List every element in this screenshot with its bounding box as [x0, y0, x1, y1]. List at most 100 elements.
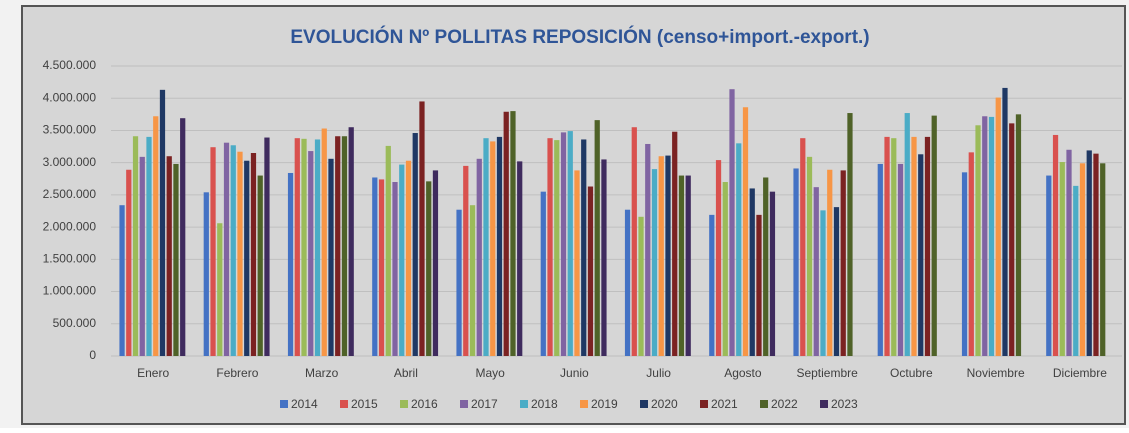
bar [540, 191, 546, 356]
legend-label: 2018 [531, 397, 558, 411]
x-tick-label: Noviembre [967, 366, 1025, 380]
legend-swatch [400, 400, 408, 408]
bar [426, 181, 432, 356]
bar [601, 159, 607, 356]
y-tick-label: 500.000 [53, 316, 97, 330]
bar [840, 170, 846, 356]
bar [884, 136, 890, 356]
bar [560, 132, 567, 356]
legend-swatch [820, 400, 828, 408]
x-tick-label: Septiembre [796, 366, 858, 380]
bar [793, 168, 799, 356]
bar [877, 163, 883, 356]
chart-background [21, 5, 1126, 425]
bar [736, 143, 742, 356]
bar [237, 151, 243, 356]
bar [658, 156, 664, 356]
bar [547, 138, 553, 356]
bar [1100, 163, 1106, 356]
y-tick-label: 1.500.000 [43, 252, 97, 266]
bar [203, 192, 209, 356]
bar [308, 151, 314, 356]
legend-label: 2014 [291, 397, 318, 411]
legend-label: 2019 [591, 397, 618, 411]
bar [904, 113, 910, 357]
bar [217, 223, 223, 356]
bar [146, 136, 152, 356]
bar [820, 210, 826, 356]
bar [911, 136, 917, 356]
bar [1079, 163, 1086, 356]
bar [715, 160, 722, 356]
bar [503, 111, 509, 356]
bar [587, 186, 594, 356]
bar [638, 216, 644, 356]
bar [924, 136, 931, 356]
legend-label: 2023 [831, 397, 858, 411]
bar [624, 209, 631, 356]
bar [1086, 150, 1092, 356]
bar [729, 89, 735, 356]
bar [348, 127, 354, 356]
bar [813, 187, 819, 356]
bar [742, 107, 749, 356]
bar [665, 155, 671, 356]
legend-label: 2016 [411, 397, 438, 411]
bar [419, 101, 425, 356]
x-tick-label: Octubre [890, 366, 933, 380]
bar [1046, 175, 1052, 356]
bar [341, 136, 348, 356]
bar [496, 136, 503, 356]
bar [385, 145, 391, 356]
bar [476, 158, 482, 356]
y-tick-label: 1.000.000 [43, 284, 97, 298]
x-tick-label: Febrero [216, 366, 258, 380]
legend-label: 2022 [771, 397, 798, 411]
bar [119, 205, 125, 356]
x-tick-label: Abril [394, 366, 418, 380]
x-tick-label: Mayo [475, 366, 505, 380]
y-tick-label: 0 [89, 348, 96, 362]
legend-swatch [520, 400, 528, 408]
y-tick-label: 3.000.000 [43, 155, 97, 169]
bar [827, 169, 833, 356]
bar [166, 156, 172, 356]
bar [244, 160, 250, 356]
legend-swatch [700, 400, 708, 408]
bar [631, 127, 637, 356]
bar [490, 141, 496, 356]
bar [321, 128, 327, 356]
bar [210, 147, 216, 356]
legend-swatch [580, 400, 588, 408]
legend-label: 2021 [711, 397, 738, 411]
bar [995, 97, 1001, 357]
bar [456, 209, 462, 356]
bar [769, 191, 776, 356]
bar [891, 138, 897, 356]
bar [847, 113, 853, 357]
bar [554, 140, 560, 356]
bar [756, 214, 762, 356]
bar [897, 163, 904, 356]
bar [567, 131, 573, 356]
bar [918, 154, 924, 356]
x-tick-label: Diciembre [1053, 366, 1107, 380]
bar [335, 136, 341, 356]
chart-title: EVOLUCIÓN Nº POLLITAS REPOSICIÓN (censo+… [290, 26, 869, 48]
bar [975, 125, 981, 357]
bar [749, 188, 755, 356]
bar [581, 139, 587, 356]
legend-swatch [640, 400, 648, 408]
x-tick-label: Junio [560, 366, 589, 380]
legend-label: 2015 [351, 397, 378, 411]
bar [1052, 134, 1059, 356]
bar [405, 160, 412, 356]
bar [722, 182, 728, 356]
bar [483, 138, 489, 356]
bar [399, 164, 405, 356]
bar [159, 89, 166, 356]
bar [230, 145, 236, 356]
bar [1059, 162, 1065, 356]
bar [517, 161, 523, 356]
